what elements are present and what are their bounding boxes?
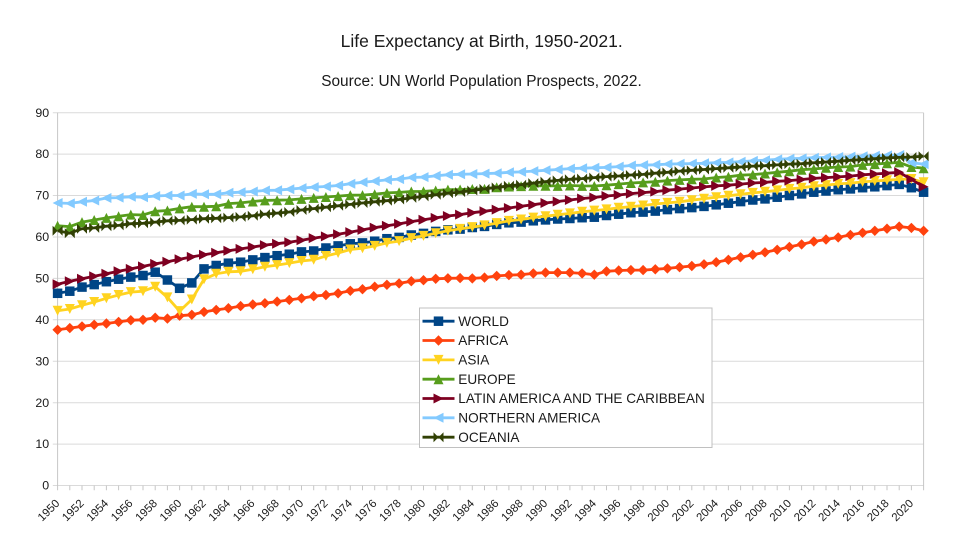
svg-text:70: 70 — [35, 189, 49, 203]
svg-text:60: 60 — [35, 230, 49, 244]
svg-text:OCEANIA: OCEANIA — [458, 430, 520, 445]
svg-text:EUROPE: EUROPE — [458, 372, 515, 387]
svg-text:AFRICA: AFRICA — [458, 333, 509, 348]
svg-text:20: 20 — [35, 396, 49, 410]
svg-text:NORTHERN AMERICA: NORTHERN AMERICA — [458, 411, 601, 426]
svg-text:50: 50 — [35, 272, 49, 286]
svg-text:Source: UN World Population Pr: Source: UN World Population Prospects, 2… — [321, 73, 642, 90]
svg-text:10: 10 — [35, 437, 49, 451]
svg-text:40: 40 — [35, 313, 49, 327]
svg-text:WORLD: WORLD — [458, 314, 509, 329]
svg-text:0: 0 — [42, 479, 49, 493]
svg-text:LATIN AMERICA AND THE CARIBBEA: LATIN AMERICA AND THE CARIBBEAN — [458, 391, 705, 406]
svg-text:90: 90 — [35, 106, 49, 120]
svg-text:ASIA: ASIA — [458, 353, 490, 368]
svg-text:30: 30 — [35, 354, 49, 368]
svg-text:80: 80 — [35, 147, 49, 161]
svg-text:Life Expectancy at Birth, 1950: Life Expectancy at Birth, 1950-2021. — [341, 31, 623, 51]
